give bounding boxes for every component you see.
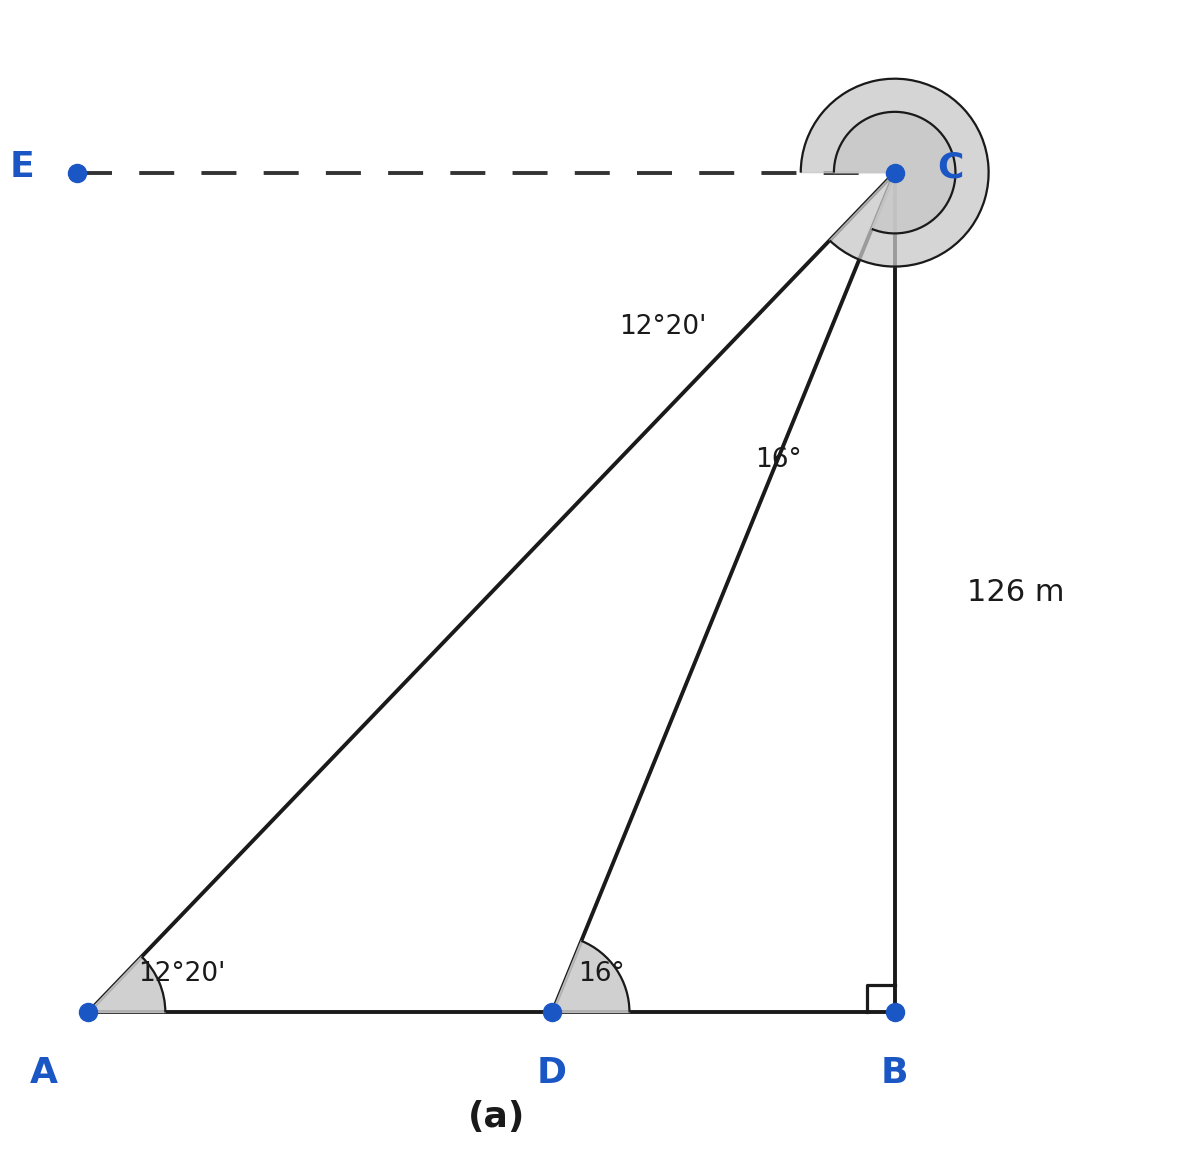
Text: 12°20': 12°20' — [619, 314, 707, 341]
Text: D: D — [538, 1056, 568, 1090]
Text: 126 m: 126 m — [966, 578, 1064, 607]
Polygon shape — [834, 112, 955, 234]
Text: A: A — [30, 1056, 58, 1090]
Polygon shape — [800, 79, 989, 266]
Text: (a): (a) — [468, 1100, 526, 1134]
Polygon shape — [88, 957, 166, 1013]
Text: 12°20': 12°20' — [138, 961, 226, 986]
Text: 16°: 16° — [578, 961, 625, 986]
Text: C: C — [937, 150, 964, 184]
Text: E: E — [10, 150, 34, 184]
Polygon shape — [552, 941, 630, 1013]
Text: B: B — [881, 1056, 908, 1090]
Text: 16°: 16° — [755, 447, 802, 473]
